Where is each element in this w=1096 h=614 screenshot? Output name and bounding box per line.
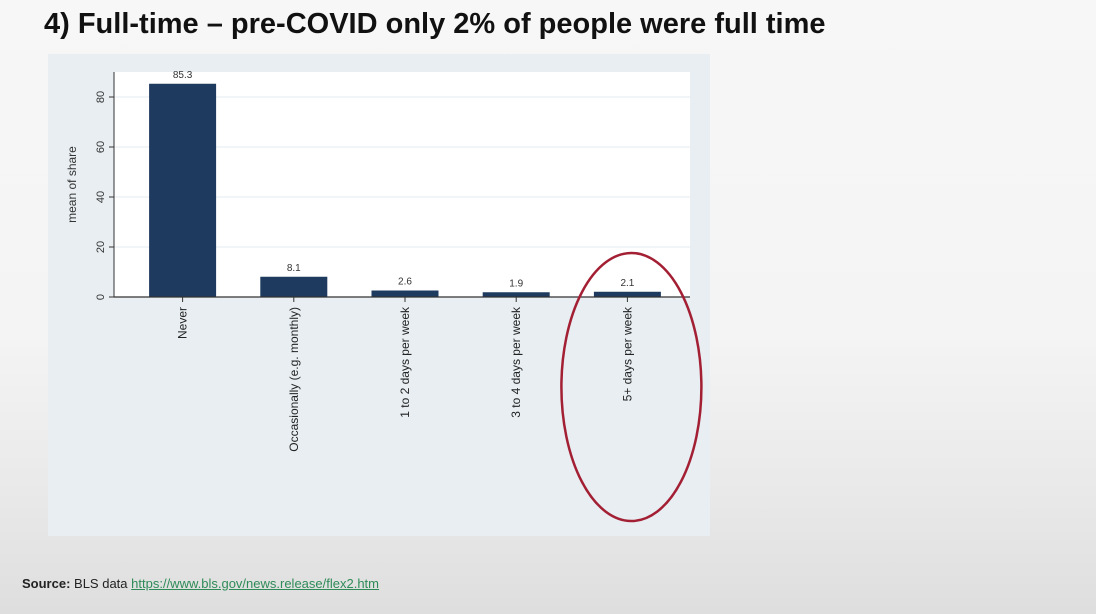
y-tick-label: 0 xyxy=(95,294,107,300)
bar xyxy=(371,290,439,297)
bar-value-label: 2.1 xyxy=(620,278,634,289)
source-text: BLS data xyxy=(74,576,128,591)
source-label: Source: xyxy=(22,576,71,591)
slide-title: 4) Full-time – pre-COVID only 2% of peop… xyxy=(44,8,826,40)
bar-chart: 0 20 40 60 80 mean of share 85.3 8.1 2.6 1.9 2.1 Ne… xyxy=(65,70,703,523)
y-tick-label: 40 xyxy=(95,191,107,203)
category-label: 5+ days per week xyxy=(620,306,634,401)
highlight-circle xyxy=(560,251,703,523)
bar xyxy=(593,291,661,297)
bar-value-label: 1.9 xyxy=(509,278,523,289)
bar-value-label: 2.6 xyxy=(398,277,412,288)
category-label: 1 to 2 days per week xyxy=(398,306,412,418)
bar-value-label: 85.3 xyxy=(173,70,193,81)
bar xyxy=(482,292,550,297)
y-tick-label: 20 xyxy=(95,241,107,253)
bar-value-label: 8.1 xyxy=(287,263,301,274)
source-link[interactable]: https://www.bls.gov/news.release/flex2.h… xyxy=(131,576,379,591)
bar xyxy=(260,276,328,297)
y-tick-label: 80 xyxy=(95,91,107,103)
source-line: Source: BLS data https://www.bls.gov/new… xyxy=(22,576,379,591)
category-label: Never xyxy=(176,307,190,339)
category-label: 3 to 4 days per week xyxy=(509,306,523,418)
y-axis-label: mean of share xyxy=(65,146,79,223)
y-tick-label: 60 xyxy=(95,141,107,153)
chart-container: 0 20 40 60 80 mean of share 85.3 8.1 2.6 1.9 2.1 Ne… xyxy=(48,54,710,536)
bar xyxy=(149,83,217,297)
category-label: Occasionally (e.g. monthly) xyxy=(287,307,301,452)
